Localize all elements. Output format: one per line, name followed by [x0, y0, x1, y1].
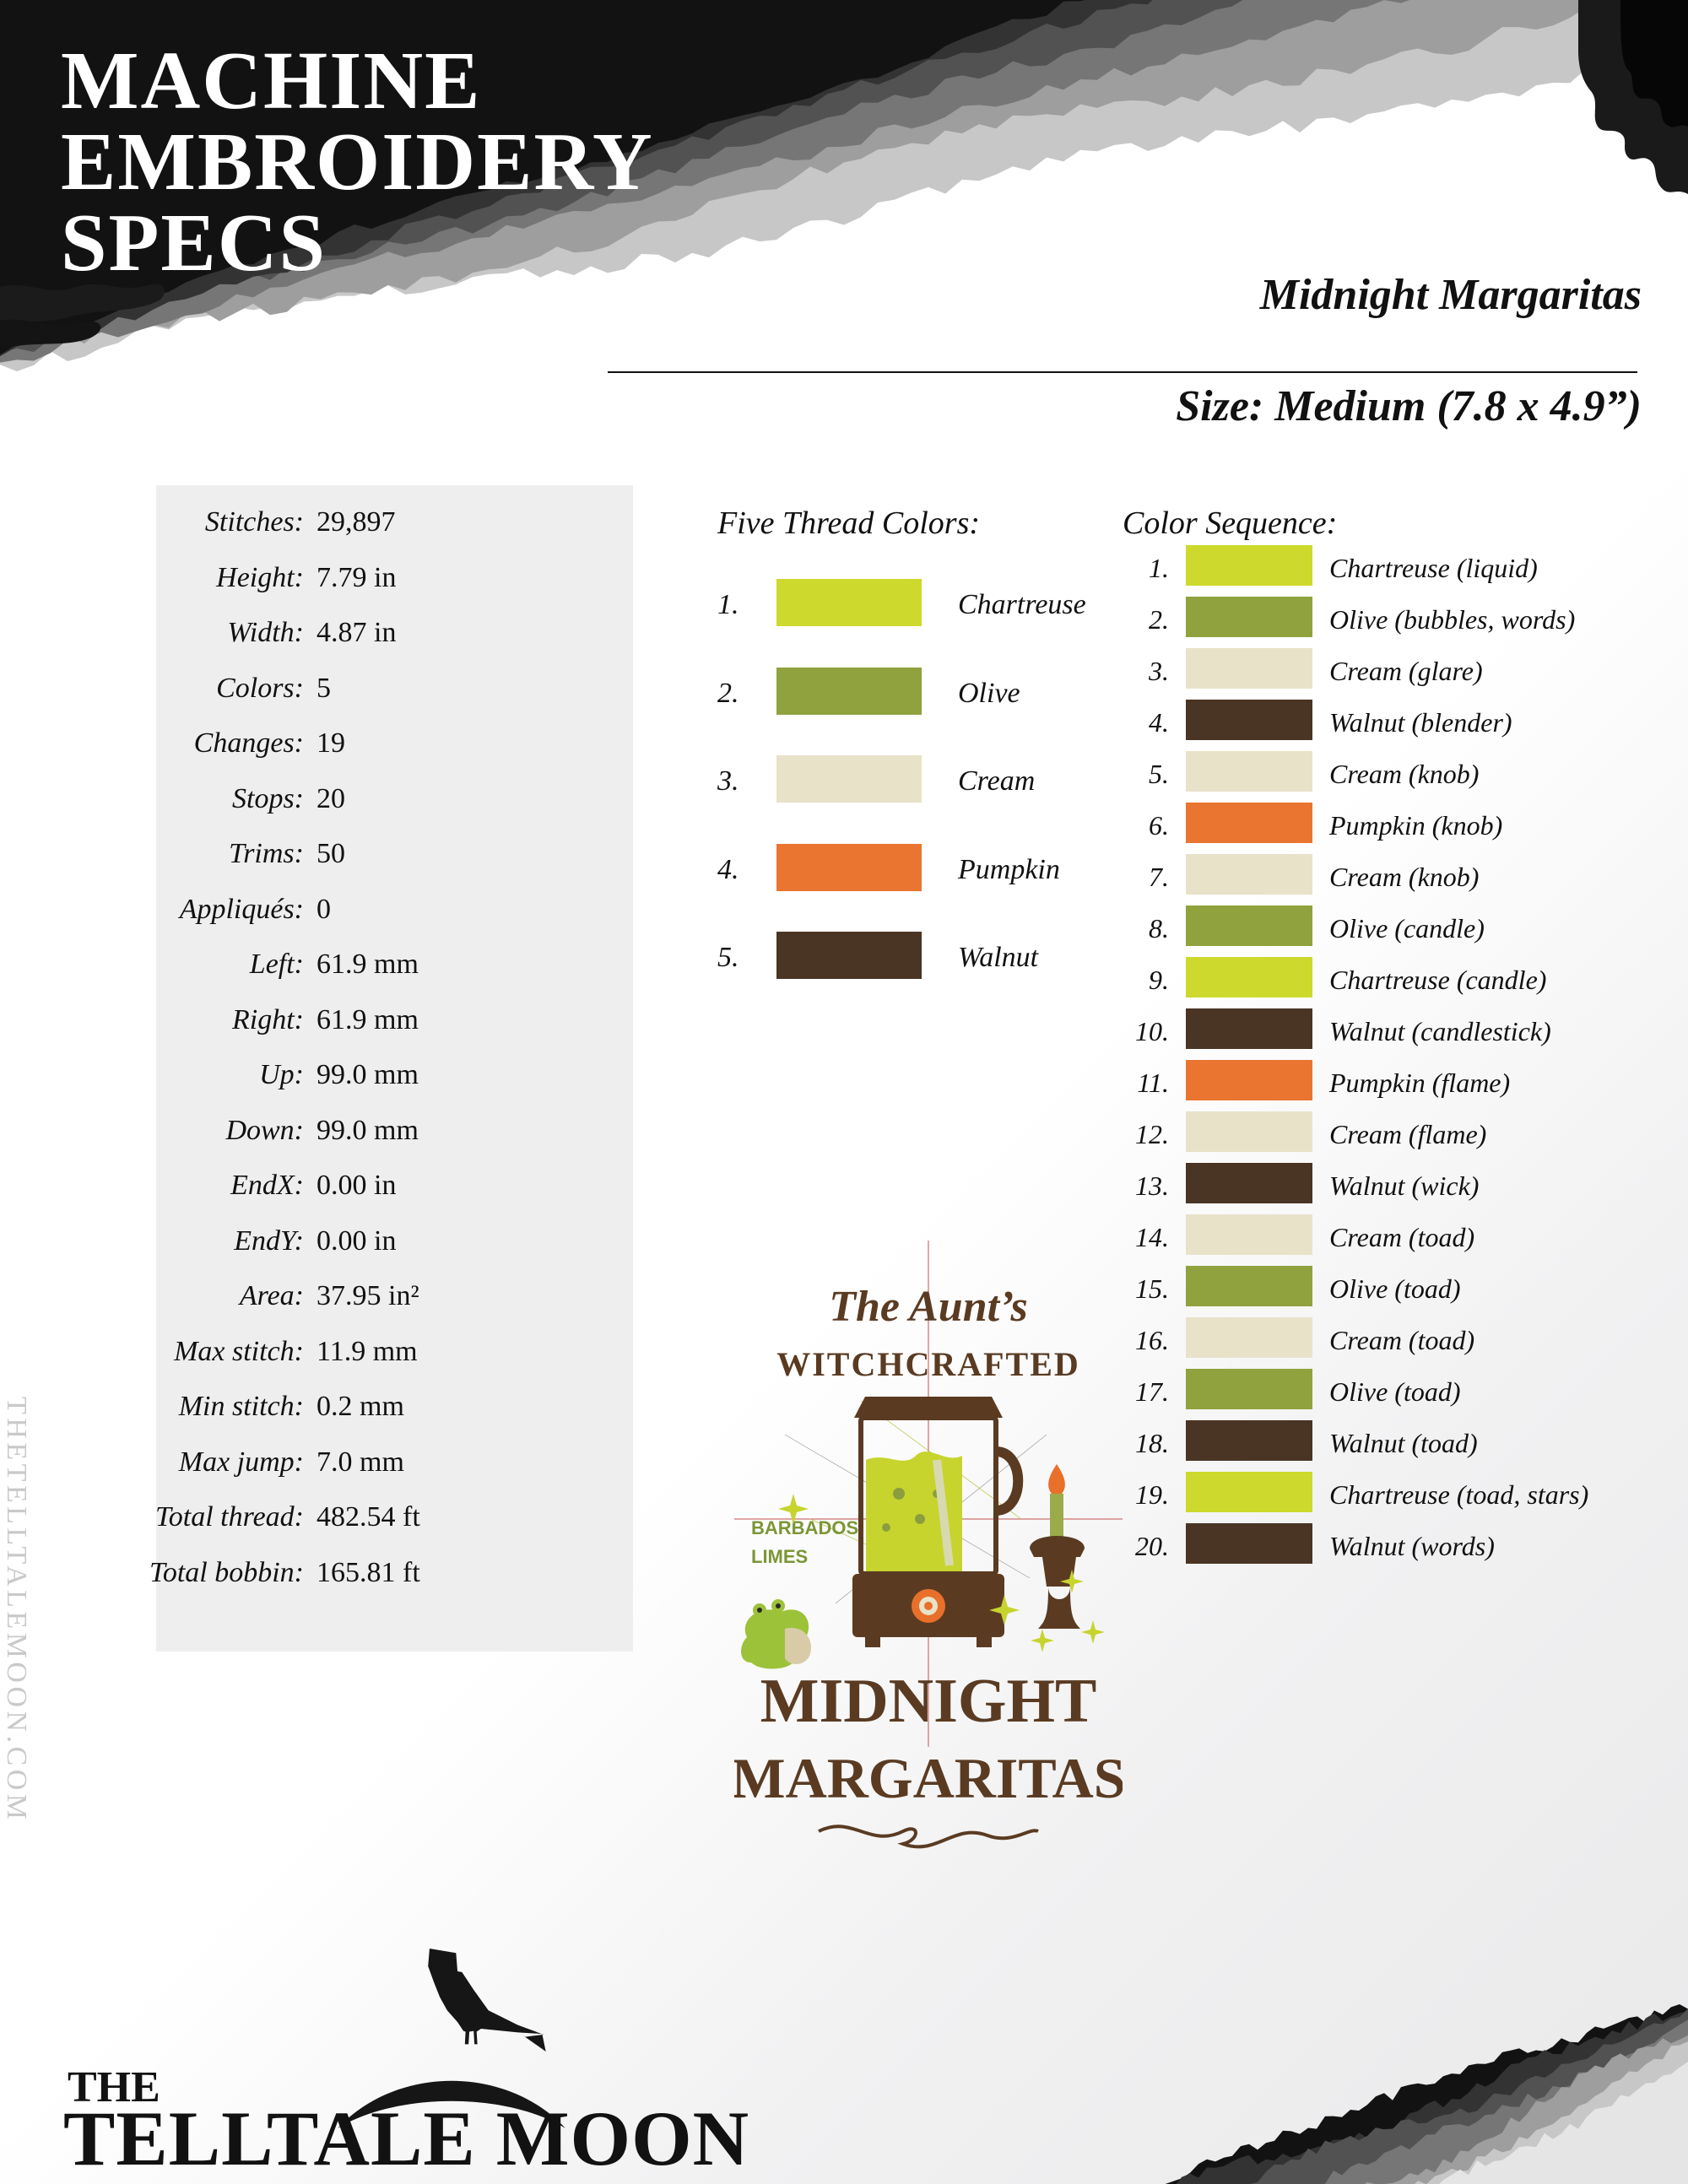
- svg-text:WITCHCRAFTED: WITCHCRAFTED: [776, 1345, 1080, 1383]
- svg-text:The Aunt’s: The Aunt’s: [829, 1283, 1028, 1331]
- svg-text:TELLTALE MOON: TELLTALE MOON: [63, 2095, 749, 2181]
- svg-text:MIDNIGHT: MIDNIGHT: [760, 1667, 1097, 1736]
- svg-text:BARBADOS: BARBADOS: [751, 1517, 858, 1538]
- svg-text:LIMES: LIMES: [751, 1546, 808, 1567]
